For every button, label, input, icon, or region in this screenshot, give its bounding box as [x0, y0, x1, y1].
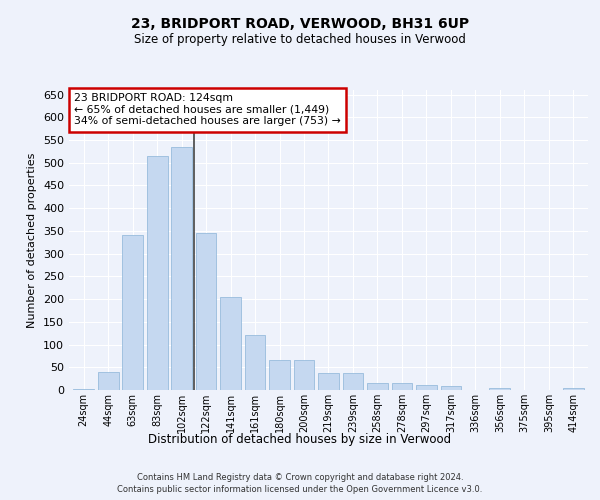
Text: Distribution of detached houses by size in Verwood: Distribution of detached houses by size … [148, 432, 452, 446]
Bar [171, 147, 192, 390]
Bar [220, 297, 241, 390]
Text: Contains public sector information licensed under the Open Government Licence v3: Contains public sector information licen… [118, 485, 482, 494]
Bar [563, 388, 584, 390]
Text: Contains HM Land Registry data © Crown copyright and database right 2024.: Contains HM Land Registry data © Crown c… [137, 472, 463, 482]
Bar [245, 336, 265, 390]
Text: Size of property relative to detached houses in Verwood: Size of property relative to detached ho… [134, 32, 466, 46]
Bar [318, 373, 339, 390]
Bar [98, 372, 119, 390]
Text: 23, BRIDPORT ROAD, VERWOOD, BH31 6UP: 23, BRIDPORT ROAD, VERWOOD, BH31 6UP [131, 18, 469, 32]
Bar [122, 236, 143, 390]
Bar [343, 373, 364, 390]
Bar [440, 386, 461, 390]
Bar [416, 386, 437, 390]
Bar [293, 360, 314, 390]
Bar [147, 156, 167, 390]
Y-axis label: Number of detached properties: Number of detached properties [28, 152, 37, 328]
Bar [73, 389, 94, 390]
Bar [269, 360, 290, 390]
Bar [367, 383, 388, 390]
Bar [196, 233, 217, 390]
Bar [392, 383, 412, 390]
Bar [490, 388, 510, 390]
Text: 23 BRIDPORT ROAD: 124sqm
← 65% of detached houses are smaller (1,449)
34% of sem: 23 BRIDPORT ROAD: 124sqm ← 65% of detach… [74, 93, 341, 126]
